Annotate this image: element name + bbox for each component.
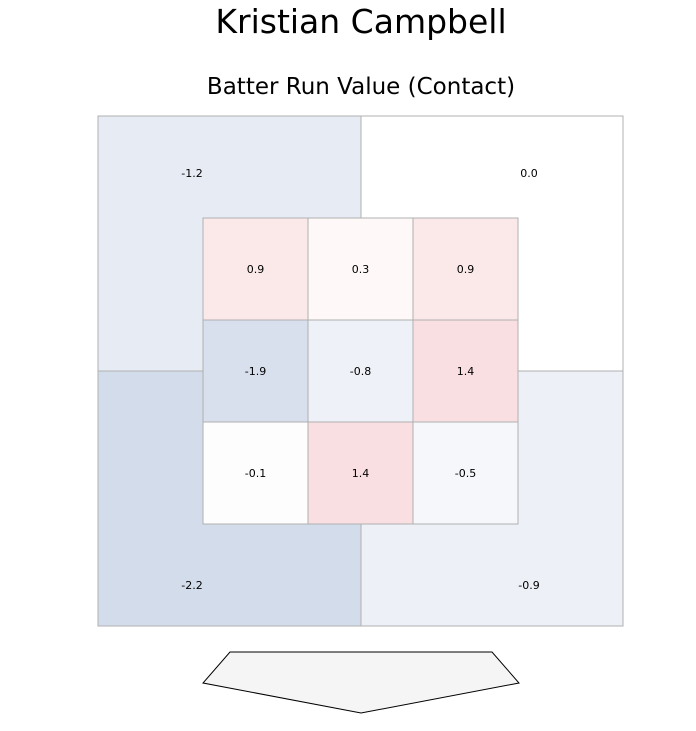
inner-zone-r3-c3 (412, 421, 519, 525)
inner-zone-label-r3-c1: -0.1 (245, 467, 266, 480)
inner-zone-r2-c1 (202, 319, 309, 423)
inner-zone-label-r2-c3: 1.4 (457, 365, 475, 378)
chart-title: Batter Run Value (Contact) (207, 74, 515, 100)
inner-zone-label-r2-c2: -0.8 (350, 365, 371, 378)
inner-zone-label-r1-c3: 0.9 (457, 263, 475, 276)
outer-zone-label-bottom-right: -0.9 (518, 579, 539, 592)
inner-zone-grid: 0.9 0.3 0.9 -1.9 -0.8 1.4 -0.1 1.4 -0.5 (202, 217, 519, 525)
home-plate (202, 651, 520, 714)
inner-zone-label-r1-c1: 0.9 (247, 263, 265, 276)
inner-zone-label-r1-c2: 0.3 (352, 263, 370, 276)
inner-zone-r1-c3 (412, 217, 519, 321)
inner-zone-r2-c3 (412, 319, 519, 423)
outer-zone-label-top-left: -1.2 (181, 167, 202, 180)
inner-zone-label-r3-c2: 1.4 (352, 467, 370, 480)
inner-zone-r3-c1 (202, 421, 309, 525)
inner-zone-r1-c2 (307, 217, 414, 321)
inner-zone-r1-c1 (202, 217, 309, 321)
inner-zone-label-r2-c1: -1.9 (245, 365, 266, 378)
inner-zone-label-r3-c3: -0.5 (455, 467, 476, 480)
outer-zone-label-bottom-left: -2.2 (181, 579, 202, 592)
outer-zone-label-top-right: 0.0 (520, 167, 538, 180)
player-name-title: Kristian Campbell (215, 2, 506, 41)
inner-zone-r3-c2 (307, 421, 414, 525)
